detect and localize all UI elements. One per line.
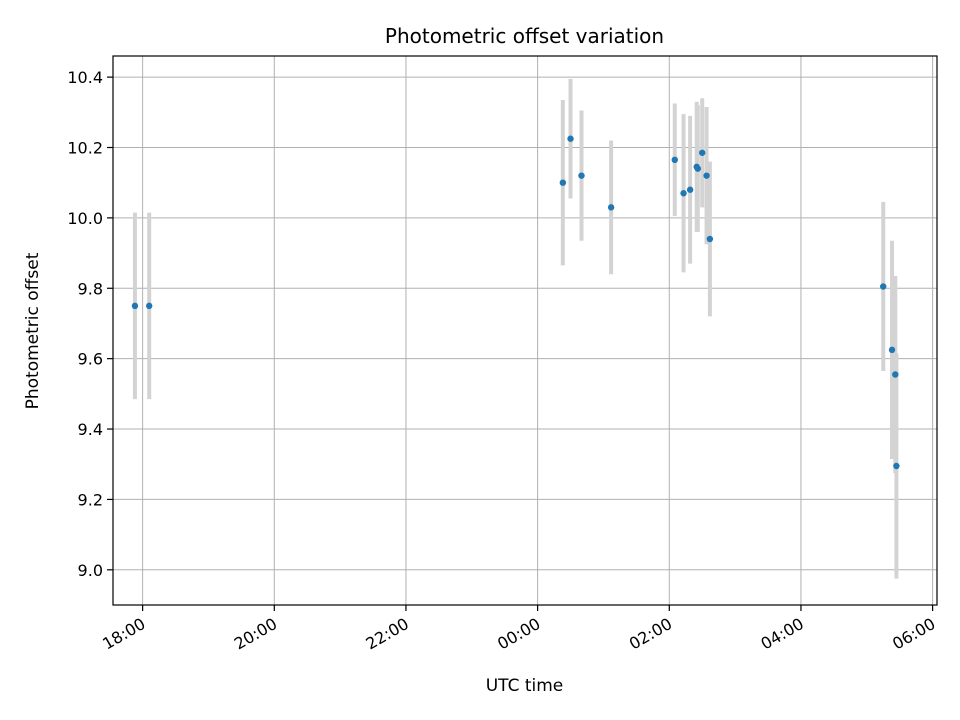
- data-point: [578, 172, 585, 179]
- data-point: [698, 149, 706, 156]
- data-point: [888, 346, 896, 354]
- y-tick-label: 10.0: [67, 209, 103, 228]
- y-tick-label: 9.2: [78, 490, 103, 509]
- data-point: [892, 371, 899, 378]
- plot-frame: [112, 55, 938, 606]
- y-tick-label: 9.6: [78, 350, 103, 369]
- grid: [113, 56, 937, 605]
- data-point: [694, 165, 702, 172]
- data-point: [880, 283, 887, 290]
- data-point: [680, 190, 687, 197]
- data-point: [567, 135, 574, 142]
- y-axis: 9.0 9.2 9.4 9.6 9.8 10.0 10.2 10.4: [67, 68, 113, 580]
- y-tick-label: 9.4: [78, 420, 103, 439]
- data-point: [686, 186, 694, 193]
- y-tick-label: 10.2: [67, 139, 103, 158]
- data-point: [607, 204, 615, 211]
- x-axis-label: UTC time: [486, 676, 564, 696]
- data-point: [706, 235, 714, 243]
- y-tick-label: 10.4: [67, 68, 103, 87]
- data-point: [703, 172, 710, 179]
- y-tick-label: 9.8: [78, 279, 103, 298]
- chart-title: Photometric offset variation: [385, 24, 664, 48]
- data-point: [671, 156, 678, 164]
- data-points: [131, 135, 900, 470]
- y-axis-label: Photometric offset: [23, 252, 43, 409]
- data-point: [131, 302, 139, 310]
- data-point: [559, 179, 567, 186]
- data-point: [893, 462, 900, 470]
- y-tick-label: 9.0: [78, 561, 103, 580]
- data-point: [146, 302, 153, 310]
